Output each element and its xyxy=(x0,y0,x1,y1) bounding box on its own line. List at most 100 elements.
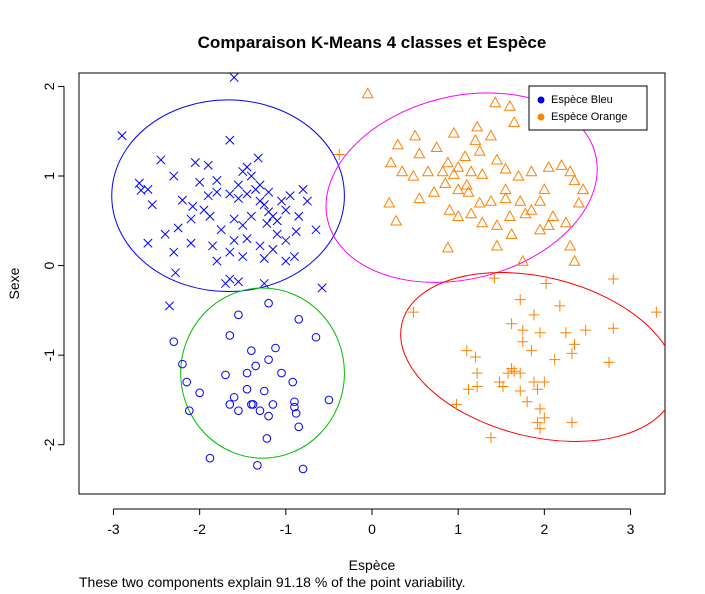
point-circle xyxy=(271,343,280,353)
point-cross xyxy=(272,229,282,239)
point-cross xyxy=(143,238,153,248)
point-circle xyxy=(234,310,243,320)
point-triangle xyxy=(460,178,473,190)
point-cross xyxy=(143,184,153,195)
cluster-ellipses xyxy=(111,92,665,459)
point-plus xyxy=(554,300,566,312)
legend-box xyxy=(528,85,648,131)
point-circle xyxy=(242,384,252,394)
point-plus xyxy=(497,381,509,393)
point-cross xyxy=(229,214,239,224)
point-cross xyxy=(173,223,183,233)
point-cross xyxy=(160,229,170,239)
chart-title: Comparaison K-Means 4 classes et Espèce xyxy=(198,33,547,52)
legend-label: Espèce Orange xyxy=(551,111,627,123)
point-cross xyxy=(311,225,321,235)
point-plus xyxy=(450,398,462,410)
point-circle xyxy=(247,400,256,409)
point-triangle xyxy=(577,183,590,195)
point-plus xyxy=(514,367,526,379)
point-cross xyxy=(238,166,248,177)
point-circle xyxy=(291,409,301,418)
point-cross xyxy=(225,247,235,257)
point-triangle xyxy=(568,254,581,266)
point-triangle xyxy=(490,153,504,165)
data-points xyxy=(117,72,662,474)
y-tick-label: -2 xyxy=(41,438,57,451)
point-cross xyxy=(225,135,235,145)
x-axis-label: Espèce xyxy=(349,557,396,573)
point-plus xyxy=(469,351,481,363)
point-triangle xyxy=(427,185,441,197)
point-triangle xyxy=(499,192,512,204)
point-circle xyxy=(255,406,265,415)
point-cross xyxy=(229,235,239,246)
point-cross xyxy=(208,241,218,251)
point-triangle xyxy=(452,160,465,172)
point-cross xyxy=(212,187,222,197)
point-cross xyxy=(233,193,243,203)
point-plus xyxy=(538,376,550,388)
point-triangle xyxy=(476,167,489,179)
point-cross xyxy=(169,247,179,257)
point-cross xyxy=(216,225,226,235)
point-plus xyxy=(502,367,514,379)
point-circle xyxy=(277,368,286,378)
point-circle xyxy=(288,377,298,387)
point-triangle xyxy=(465,165,478,177)
point-triangle xyxy=(383,196,396,208)
point-triangle xyxy=(473,144,486,156)
point-plus xyxy=(531,383,543,395)
cluster-ellipse xyxy=(325,92,598,283)
cluster-ellipse xyxy=(111,99,345,293)
point-cross xyxy=(117,131,127,141)
point-cross xyxy=(302,196,312,206)
point-triangle xyxy=(430,141,443,153)
point-plus xyxy=(508,365,520,377)
point-triangle xyxy=(538,183,551,195)
point-plus xyxy=(506,318,518,330)
point-circle xyxy=(205,453,215,463)
point-triangle xyxy=(572,196,585,208)
point-cross xyxy=(281,235,291,246)
point-triangle xyxy=(525,203,538,215)
point-cross xyxy=(188,201,198,212)
point-plus xyxy=(560,327,572,339)
point-circle xyxy=(262,434,272,443)
point-circle xyxy=(311,332,321,342)
y-tick-label: 2 xyxy=(41,82,57,90)
x-tick-label: 0 xyxy=(368,521,376,537)
point-triangle xyxy=(514,194,527,206)
point-cross xyxy=(246,211,256,221)
point-plus xyxy=(607,322,619,334)
point-triangle xyxy=(484,194,497,206)
point-cross xyxy=(291,226,301,237)
point-plus xyxy=(650,306,662,318)
point-circle xyxy=(225,331,235,340)
point-plus xyxy=(521,396,533,408)
point-circle xyxy=(264,298,273,308)
point-cross xyxy=(220,278,231,289)
point-circle xyxy=(185,406,194,415)
point-cross xyxy=(255,180,265,190)
point-triangle xyxy=(505,228,518,239)
point-plus xyxy=(471,381,483,393)
legend-marker xyxy=(537,113,545,121)
point-plus xyxy=(525,345,537,357)
footnote-text: These two components explain 91.18 % of … xyxy=(79,574,466,590)
point-triangle xyxy=(452,210,465,221)
point-cross xyxy=(255,241,265,251)
cluster-ellipse xyxy=(400,271,665,442)
point-cross xyxy=(169,171,179,181)
point-cross xyxy=(134,178,144,188)
cluster-ellipse xyxy=(180,287,345,459)
point-cross xyxy=(281,256,291,266)
point-plus xyxy=(534,423,546,435)
point-triangle xyxy=(465,207,478,219)
point-cross xyxy=(276,196,287,206)
point-triangle xyxy=(361,87,374,99)
point-plus xyxy=(538,412,550,424)
x-tick-label: -1 xyxy=(280,521,293,537)
point-triangle xyxy=(525,165,538,177)
